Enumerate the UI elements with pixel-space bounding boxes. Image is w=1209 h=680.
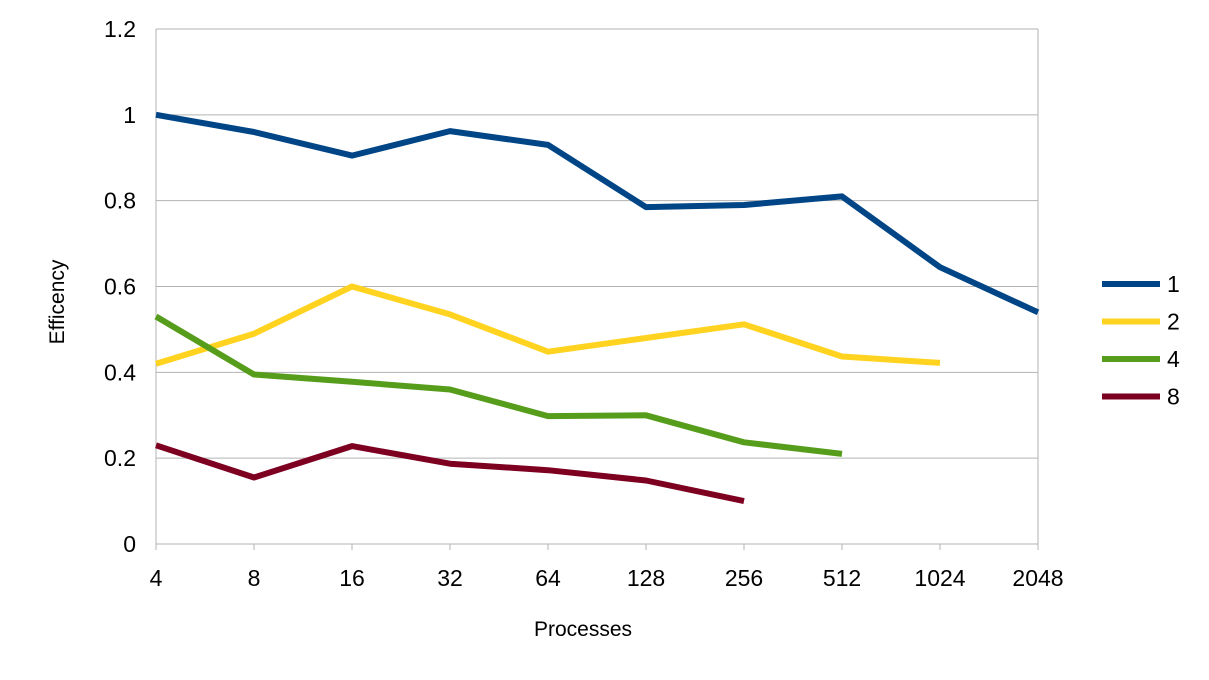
series-lines (154, 111, 1040, 505)
legend-label-4: 4 (1167, 346, 1180, 372)
x-axis-title: Processes (534, 618, 632, 641)
x-tick-label: 128 (627, 565, 665, 591)
series-line-8 (155, 442, 745, 505)
x-tick-labels: 4 8 16 32 64 128 256 512 1024 2048 (150, 544, 1064, 591)
gridlines (156, 28, 1038, 459)
x-tick-label: 32 (437, 565, 463, 591)
x-tick-label: 512 (823, 565, 861, 591)
x-tick-label: 4 (150, 565, 163, 591)
series-line-2 (155, 283, 941, 367)
x-tick-label: 256 (725, 565, 763, 591)
y-tick-label: 0.2 (104, 445, 136, 471)
x-tick-label: 1024 (914, 565, 965, 591)
legend-label-8: 8 (1167, 384, 1180, 410)
series-line-4 (154, 313, 843, 457)
series-line-1 (155, 111, 1040, 316)
legend-label-2: 2 (1167, 309, 1180, 335)
y-tick-labels: 0 0.2 0.4 0.6 0.8 1 1.2 (104, 16, 136, 557)
y-tick-label: 0 (123, 531, 136, 557)
x-tick-label: 64 (535, 565, 561, 591)
y-tick-label: 0.8 (104, 188, 136, 214)
x-tick-label: 16 (339, 565, 365, 591)
y-tick-label: 1.2 (104, 16, 136, 42)
y-tick-label: 0.4 (104, 359, 136, 385)
y-tick-label: 1 (123, 102, 136, 128)
y-tick-label: 0.6 (104, 274, 136, 300)
legend-label-1: 1 (1167, 271, 1180, 297)
y-axis-title: Efficency (46, 259, 69, 344)
x-tick-label: 8 (248, 565, 261, 591)
legend: 1 2 4 8 (1102, 271, 1180, 410)
x-tick-label: 2048 (1012, 565, 1063, 591)
